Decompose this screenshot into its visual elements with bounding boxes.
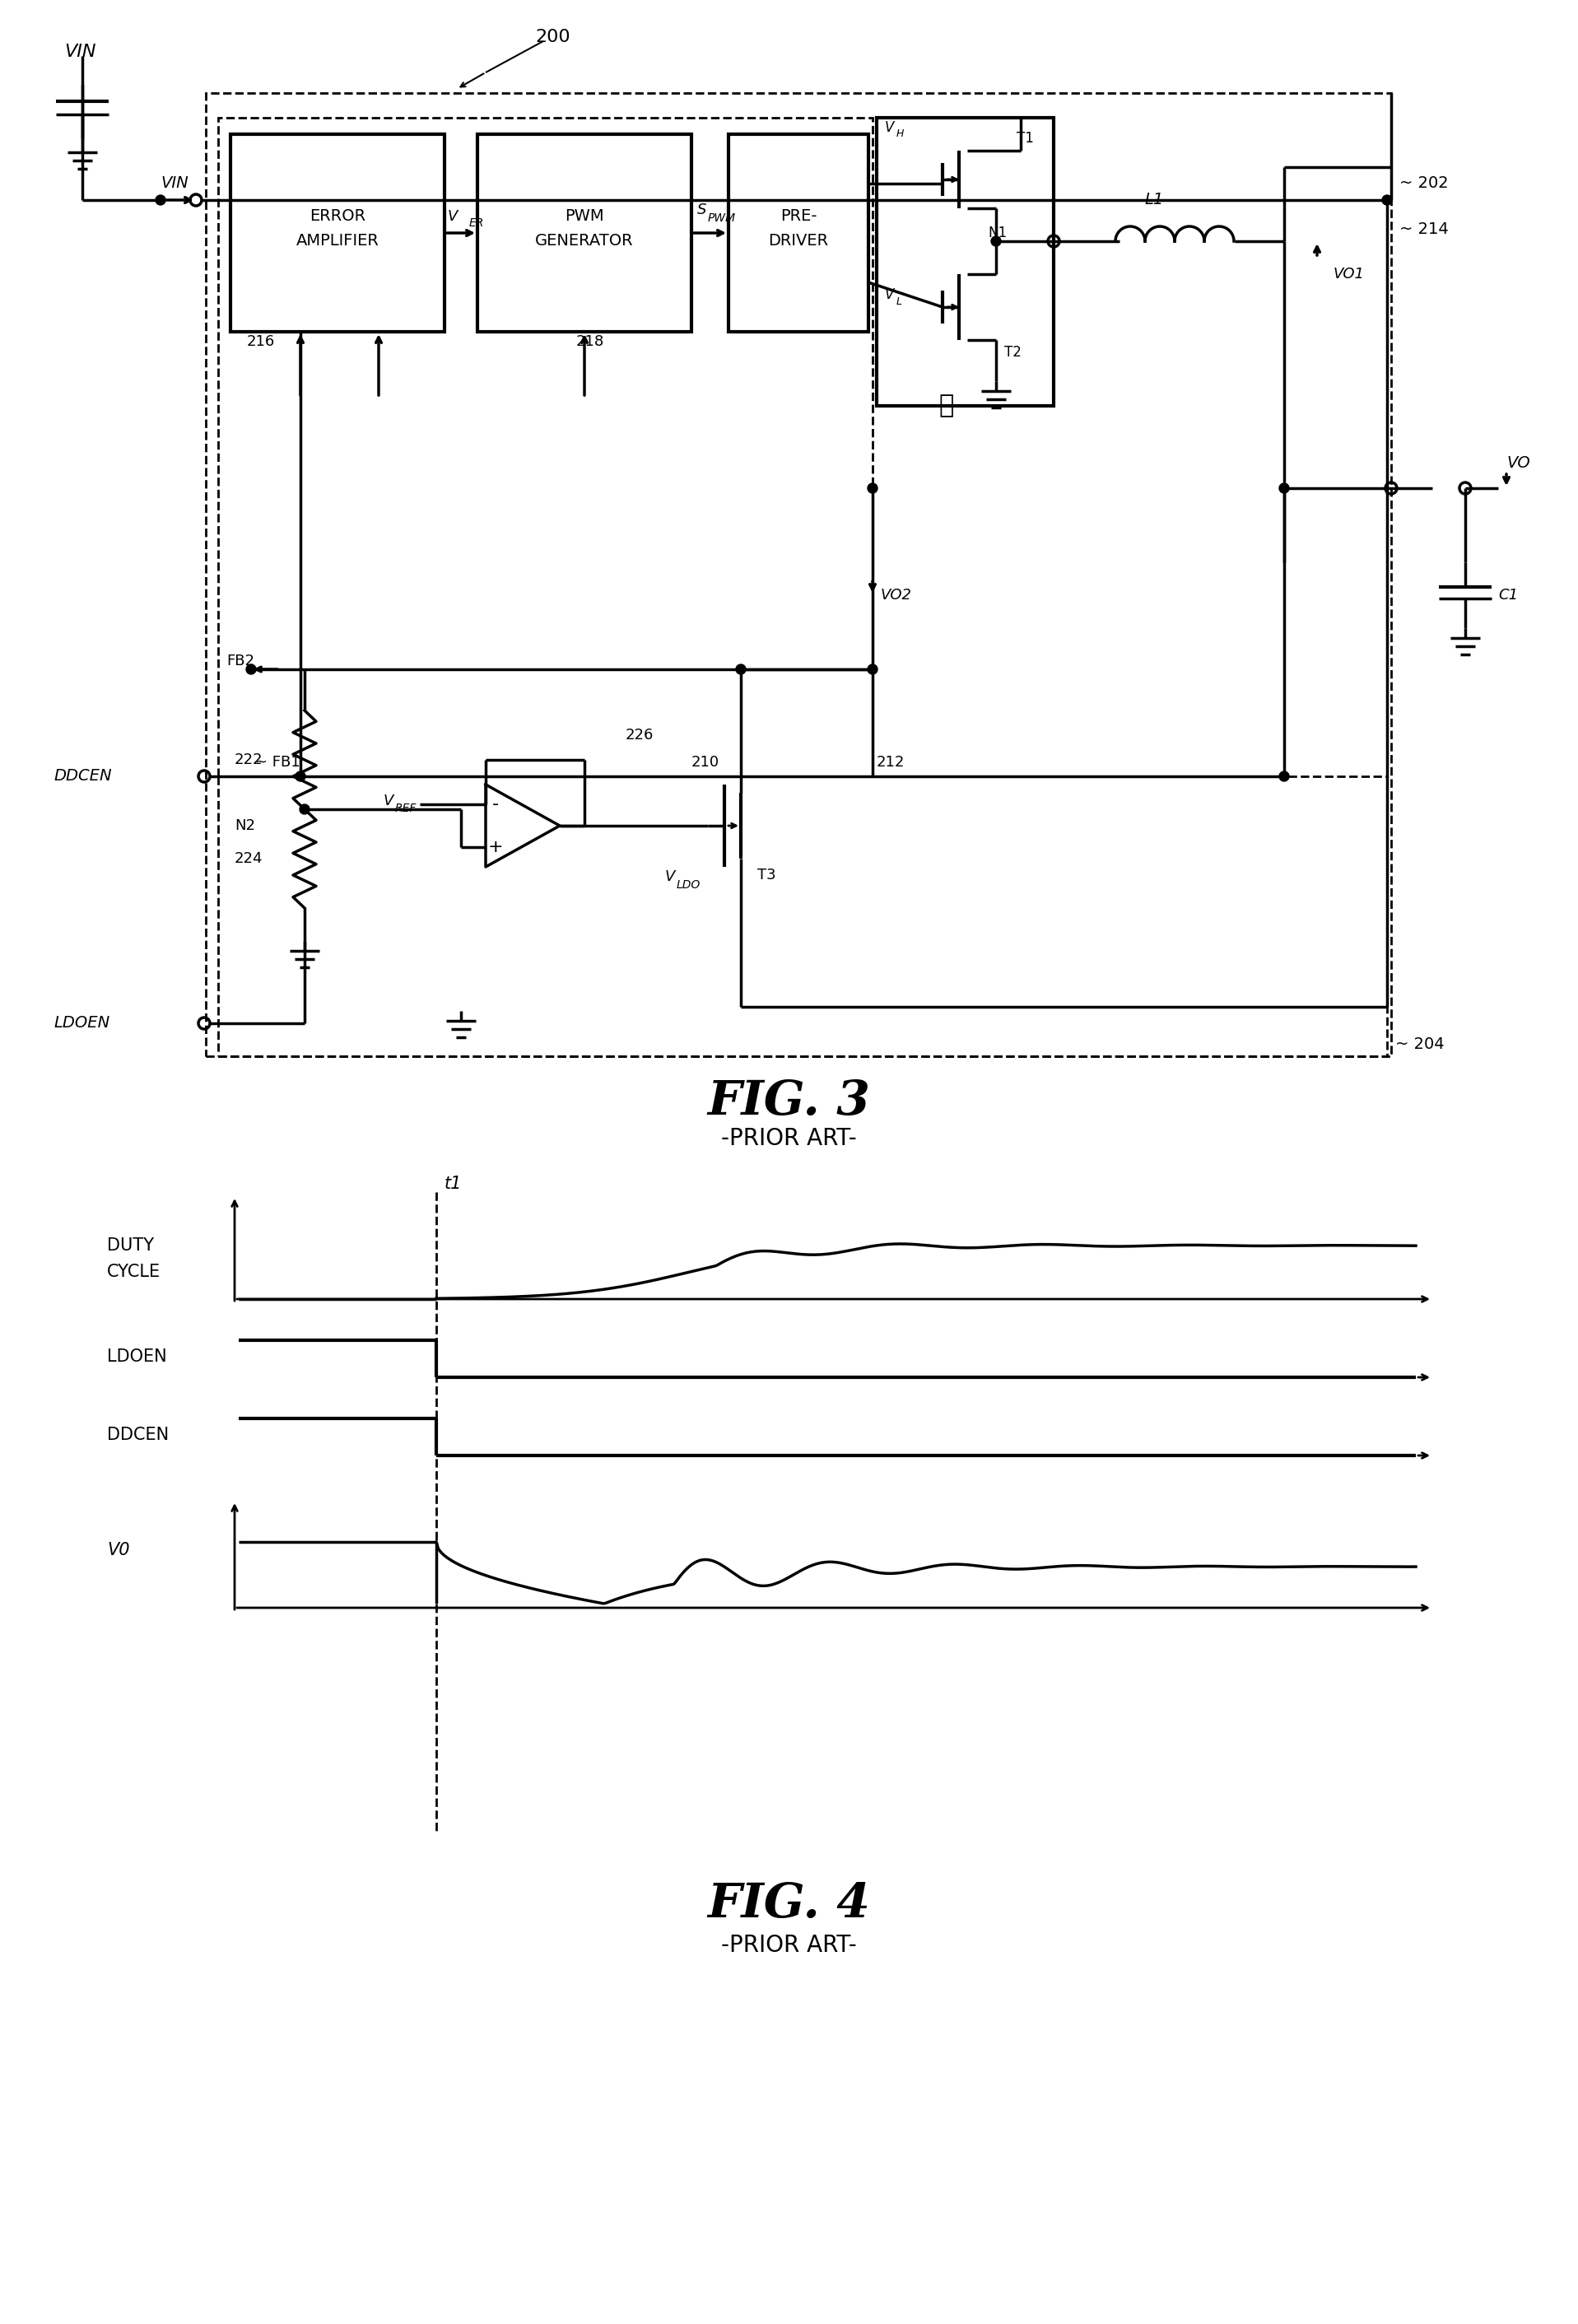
Text: T2: T2 (1004, 344, 1021, 360)
Text: 210: 210 (691, 755, 720, 769)
Circle shape (156, 195, 166, 205)
Text: FB2: FB2 (226, 653, 254, 669)
Text: V: V (885, 288, 895, 302)
Text: ~ 204: ~ 204 (1395, 1037, 1444, 1053)
Text: ~ FB1: ~ FB1 (256, 755, 300, 769)
Text: ER: ER (469, 218, 484, 228)
Circle shape (300, 804, 309, 813)
Text: N2: N2 (235, 818, 256, 832)
Text: FIG. 4: FIG. 4 (707, 1880, 869, 1927)
Text: 224: 224 (235, 851, 264, 867)
Text: ~ 202: ~ 202 (1400, 177, 1449, 191)
Bar (218, 119, 873, 776)
Circle shape (295, 772, 306, 781)
Circle shape (1382, 195, 1392, 205)
Text: 218: 218 (576, 335, 604, 349)
Text: T3: T3 (757, 867, 776, 883)
Text: LDO: LDO (677, 878, 701, 890)
Text: PWM: PWM (565, 209, 604, 225)
Text: DUTY: DUTY (107, 1236, 155, 1253)
Text: 226: 226 (625, 727, 653, 744)
Text: ⫠: ⫠ (939, 395, 955, 418)
Text: LDOEN: LDOEN (107, 1348, 167, 1364)
Text: VO2: VO2 (881, 588, 912, 602)
Text: -PRIOR ART-: -PRIOR ART- (721, 1127, 857, 1150)
Text: PWM: PWM (709, 211, 735, 223)
Text: V: V (885, 121, 895, 135)
Text: 216: 216 (246, 335, 275, 349)
Text: N1: N1 (988, 225, 1007, 239)
Text: DDCEN: DDCEN (54, 769, 112, 783)
Text: L: L (896, 295, 903, 307)
Circle shape (868, 665, 877, 674)
Text: -PRIOR ART-: -PRIOR ART- (721, 1934, 857, 1957)
Text: DRIVER: DRIVER (768, 232, 828, 249)
Text: VIN: VIN (161, 177, 188, 191)
Circle shape (1280, 483, 1289, 493)
Text: V: V (383, 792, 393, 809)
Bar (729, 135, 868, 332)
Text: ERROR: ERROR (309, 209, 366, 225)
Bar (877, 119, 1054, 407)
Bar (478, 135, 691, 332)
Circle shape (735, 665, 746, 674)
Text: V: V (664, 869, 675, 883)
Bar (205, 93, 1392, 1055)
Text: V: V (448, 209, 458, 223)
Text: REF: REF (394, 802, 417, 813)
Circle shape (868, 483, 877, 493)
Text: GENERATOR: GENERATOR (535, 232, 634, 249)
Bar (230, 135, 445, 332)
Text: S: S (697, 202, 707, 218)
Text: 222: 222 (235, 753, 264, 767)
Text: 212: 212 (877, 755, 904, 769)
Text: C1: C1 (1498, 588, 1518, 602)
Text: VO: VO (1507, 456, 1531, 472)
Text: 200: 200 (535, 28, 570, 44)
Text: L1: L1 (1144, 193, 1163, 207)
Text: ~ 214: ~ 214 (1400, 221, 1449, 237)
Text: AMPLIFIER: AMPLIFIER (297, 232, 379, 249)
Text: LDOEN: LDOEN (54, 1016, 110, 1032)
Text: PRE-: PRE- (780, 209, 817, 225)
Circle shape (246, 665, 256, 674)
Text: t1: t1 (445, 1176, 462, 1192)
Text: VO1: VO1 (1333, 267, 1365, 281)
Text: VIN: VIN (65, 44, 96, 60)
Text: T1: T1 (1016, 130, 1034, 146)
Text: -: - (492, 797, 499, 813)
Text: H: H (896, 128, 904, 139)
Circle shape (1280, 772, 1289, 781)
Circle shape (991, 237, 1000, 246)
Text: CYCLE: CYCLE (107, 1264, 161, 1281)
Bar (218, 776, 1387, 1055)
Text: V0: V0 (107, 1541, 129, 1559)
Text: FIG. 3: FIG. 3 (707, 1078, 869, 1125)
Text: DDCEN: DDCEN (107, 1427, 169, 1443)
Text: +: + (488, 839, 503, 855)
